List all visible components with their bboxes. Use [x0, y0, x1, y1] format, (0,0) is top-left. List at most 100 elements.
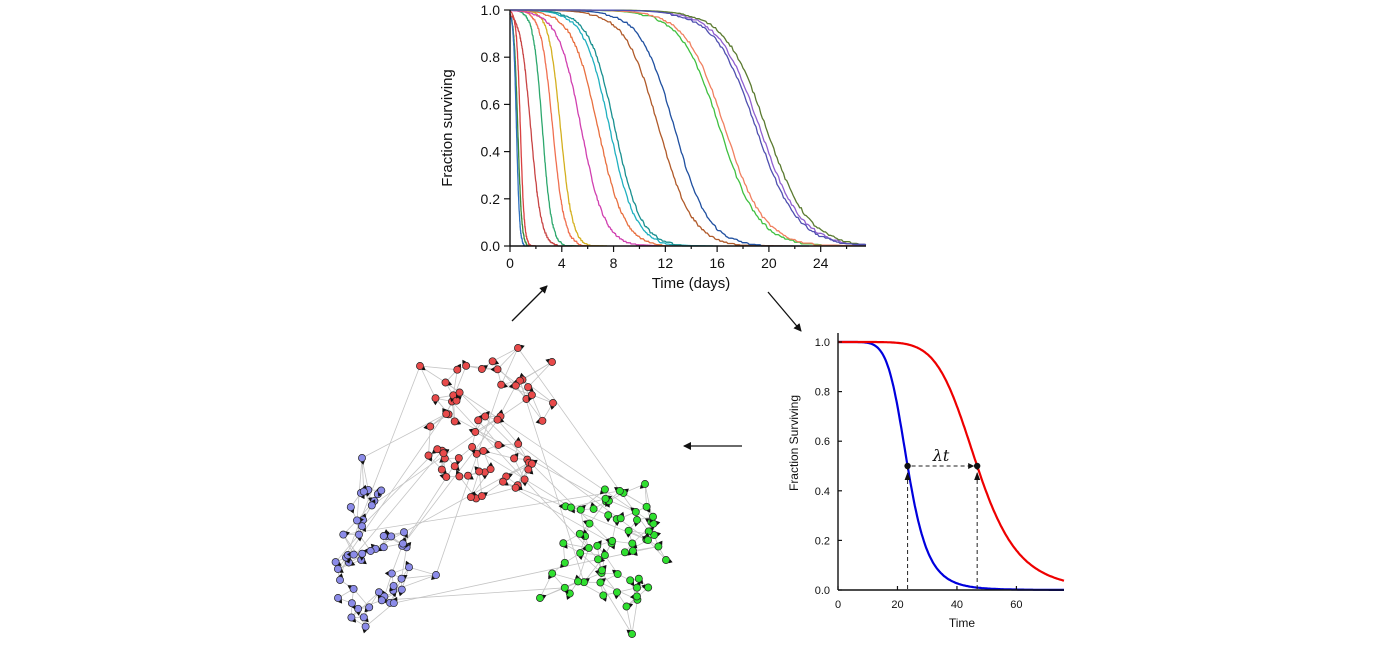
network-node-green	[602, 495, 609, 502]
survival-x-tick-label: 24	[813, 255, 829, 271]
network-node-green	[577, 506, 584, 513]
network-node-red	[514, 344, 521, 351]
scaling-y-tick-label: 0.2	[815, 535, 830, 547]
network-node-red	[548, 358, 555, 365]
network-edge	[632, 600, 637, 634]
survival-y-tick-label: 0.4	[481, 144, 501, 160]
network-node-green	[633, 584, 640, 591]
survival-y-tick-label: 0.0	[481, 238, 501, 254]
survival-x-tick-label: 16	[709, 255, 725, 271]
network-edge	[429, 427, 431, 456]
network-node-blue	[360, 614, 367, 621]
network-node-green	[600, 592, 607, 599]
scaling-x-tick-label: 60	[1010, 599, 1022, 611]
network-node-green	[549, 570, 556, 577]
network-node-blue	[400, 529, 407, 536]
scaling-y-tick-label: 1.0	[815, 337, 830, 349]
network-node-red	[443, 410, 450, 417]
network-node-red	[443, 473, 450, 480]
survival-x-tick-label: 20	[761, 255, 777, 271]
network-node-red	[425, 452, 432, 459]
network-node-red	[494, 366, 501, 373]
network-node-red	[499, 478, 506, 485]
network-node-blue	[353, 517, 360, 524]
network-node-red	[451, 418, 458, 425]
network-node-green	[613, 589, 620, 596]
network-node-green	[585, 544, 592, 551]
network-node-red	[469, 443, 476, 450]
network-node-blue	[350, 551, 357, 558]
network-node-red	[515, 440, 522, 447]
network-node-green	[625, 527, 632, 534]
network-node-red	[467, 494, 474, 501]
network-node-green	[621, 549, 628, 556]
scaling-marker-point	[904, 463, 910, 469]
survival-y-tick-label: 0.2	[481, 191, 501, 207]
network-edge	[571, 499, 606, 508]
scaling-x-tick-label: 20	[891, 599, 903, 611]
network-node-green	[601, 552, 608, 559]
scaling-x-tick-label: 40	[951, 599, 963, 611]
network-node-blue	[347, 504, 354, 511]
network-node-green	[641, 480, 648, 487]
network-node-red	[454, 366, 461, 373]
network-node-blue	[390, 600, 397, 607]
network-node-green	[645, 528, 652, 535]
network-node-red	[525, 384, 532, 391]
network-node-red	[482, 413, 489, 420]
arrow-curves-to-scaling	[768, 292, 801, 331]
network-edge	[501, 348, 518, 385]
network-node-blue	[368, 502, 375, 509]
network-node-green	[577, 550, 584, 557]
scaling-y-label: Fraction Surviving	[787, 395, 801, 491]
network-edge	[346, 366, 420, 558]
network-node-green	[655, 543, 662, 550]
survival-y-ticks: 0.00.20.40.60.81.0	[481, 2, 510, 254]
network-node-red	[498, 381, 505, 388]
network-node-green	[590, 505, 597, 512]
network-node-green	[567, 504, 574, 511]
arrow-network-to-curves	[512, 286, 547, 321]
network-node-blue	[398, 586, 405, 593]
network-node-green	[644, 537, 651, 544]
network-node-green	[561, 559, 568, 566]
network-node-red	[442, 379, 449, 386]
edge-arrowhead	[606, 519, 610, 523]
network-node-blue	[367, 547, 374, 554]
scaling-y-tick-label: 0.4	[815, 486, 830, 498]
survival-curve	[510, 10, 718, 246]
network-node-red	[416, 362, 423, 369]
network-node-green	[560, 540, 567, 547]
scaling-curve	[838, 342, 1064, 590]
network-edge	[338, 463, 529, 569]
survival-x-label: Time (days)	[652, 275, 731, 292]
network-node-green	[601, 486, 608, 493]
network-node-green	[635, 575, 642, 582]
network-node-blue	[348, 614, 355, 621]
survival-y-tick-label: 0.6	[481, 96, 501, 112]
network-node-red	[549, 399, 556, 406]
network-node-blue	[398, 575, 405, 582]
network-node-red	[487, 466, 494, 473]
network-node-red	[539, 417, 546, 424]
network-node-green	[598, 567, 605, 574]
edge-arrowhead	[433, 402, 437, 406]
network-node-red	[456, 389, 463, 396]
network-node-green	[576, 530, 583, 537]
network-node-red	[521, 476, 528, 483]
network-edge	[498, 348, 519, 369]
survival-y-tick-label: 0.8	[481, 49, 501, 65]
scaling-y-tick-label: 0.8	[815, 387, 830, 399]
network-node-blue	[362, 623, 369, 630]
network-node-green	[574, 578, 581, 585]
network-node-red	[512, 382, 519, 389]
network-node-red	[440, 450, 447, 457]
network-node-blue	[378, 597, 385, 604]
network-node-green	[623, 603, 630, 610]
network-node-red	[472, 428, 479, 435]
survival-y-label: Fraction surviving	[439, 69, 456, 187]
network-node-red	[455, 455, 462, 462]
network-node-red	[478, 365, 485, 372]
network-node-blue	[355, 531, 362, 538]
survival-curve	[510, 10, 809, 246]
